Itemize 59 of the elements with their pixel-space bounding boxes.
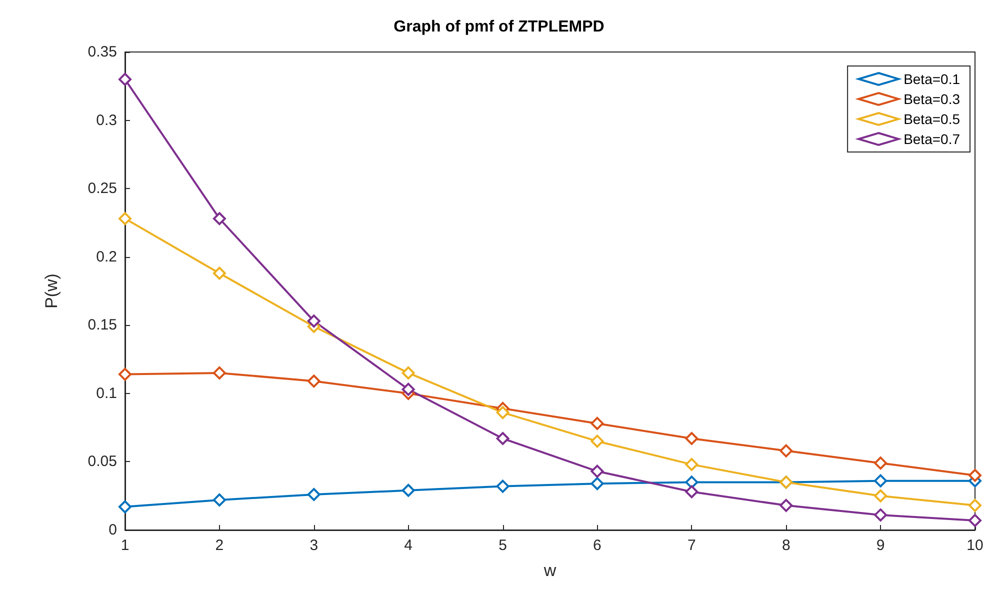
x-tick-label: 10 <box>966 537 984 554</box>
legend-label: Beta=0.7 <box>904 131 960 147</box>
point <box>496 406 510 420</box>
y-tick-label: 0.35 <box>88 44 117 60</box>
x-tick-label: 7 <box>687 537 696 554</box>
point <box>402 366 415 380</box>
legend-label: Beta=0.3 <box>904 91 960 107</box>
point <box>874 456 888 470</box>
point <box>590 416 604 430</box>
point <box>212 366 226 380</box>
point <box>590 477 604 490</box>
y-tick-label: 0.3 <box>96 112 117 129</box>
point <box>212 266 226 280</box>
point <box>496 480 510 493</box>
y-tick-label: 0.2 <box>96 248 117 266</box>
x-tick-label: 6 <box>593 537 602 554</box>
point <box>685 458 698 471</box>
x-axis-title: w <box>542 561 557 580</box>
point <box>118 72 132 86</box>
point <box>212 212 226 226</box>
point <box>968 514 982 527</box>
point <box>780 444 793 458</box>
point <box>118 500 132 514</box>
point <box>307 314 320 328</box>
point <box>307 488 320 501</box>
x-tick-label: 4 <box>404 537 413 554</box>
point <box>402 484 415 497</box>
point <box>307 374 320 388</box>
point <box>402 382 415 396</box>
x-tick-label: 9 <box>876 537 885 554</box>
x-tick-label: 2 <box>215 537 224 554</box>
point <box>212 493 226 506</box>
y-tick-label: 0 <box>108 522 117 538</box>
legend-label: Beta=0.1 <box>904 71 960 87</box>
x-tick-label: 1 <box>120 537 130 554</box>
point <box>685 432 698 445</box>
y-tick-label: 0.05 <box>88 453 117 470</box>
x-tick-label: 3 <box>310 537 318 554</box>
y-tick-label: 0.15 <box>88 316 117 334</box>
y-axis-title: P(w) <box>42 274 61 308</box>
point <box>874 489 888 502</box>
point <box>968 498 982 512</box>
point <box>968 468 982 482</box>
point <box>590 464 604 478</box>
point <box>874 508 888 522</box>
point <box>780 498 793 512</box>
legend-label: Beta=0.5 <box>904 111 960 127</box>
point <box>685 476 698 489</box>
y-tick-label: 0.1 <box>96 384 117 402</box>
point <box>118 212 132 226</box>
point <box>874 474 888 488</box>
chart-title: Graph of pmf of ZTPLEMPD <box>394 18 604 36</box>
point <box>118 368 132 381</box>
point <box>590 434 604 448</box>
x-tick-label: 5 <box>498 537 507 554</box>
y-tick-label: 0.25 <box>88 180 117 198</box>
x-tick-label: 8 <box>782 537 790 554</box>
point <box>685 485 698 498</box>
point <box>496 432 510 445</box>
